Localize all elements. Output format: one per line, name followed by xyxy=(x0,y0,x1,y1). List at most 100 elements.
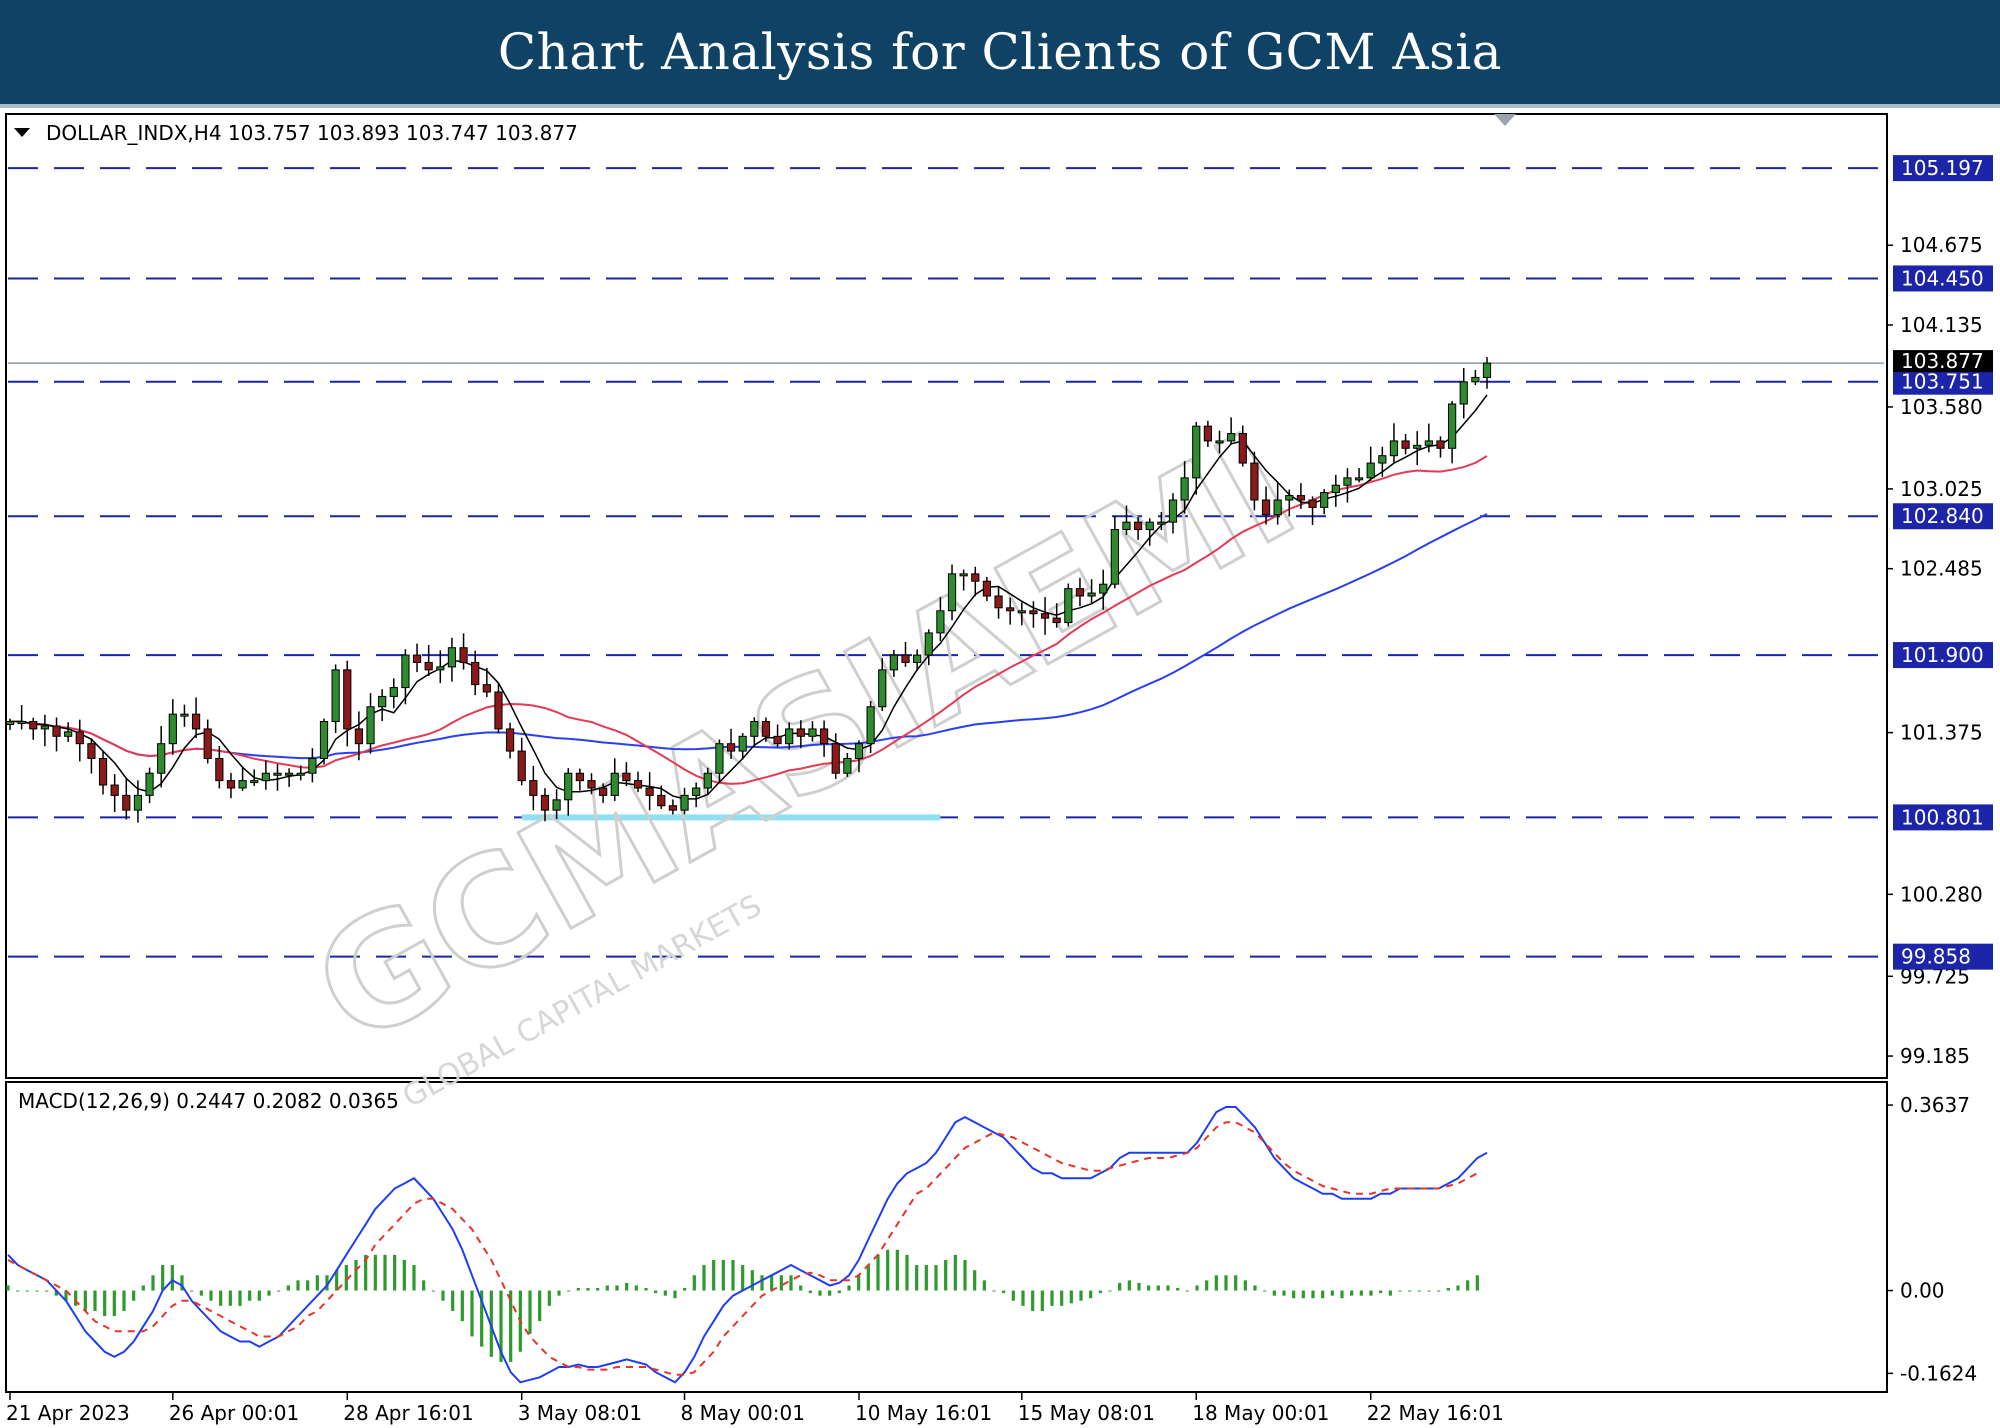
candle-body xyxy=(110,784,119,796)
price-tick-label-5: 101.375 xyxy=(1900,721,1983,745)
candle-43 xyxy=(505,722,515,759)
candle-body xyxy=(261,772,270,782)
candle-body xyxy=(843,757,852,774)
histogram-bar-67 xyxy=(654,1290,658,1294)
histogram-bar-46 xyxy=(451,1290,455,1311)
candle-body xyxy=(1192,425,1201,479)
histogram-bar-23 xyxy=(228,1290,232,1306)
histogram-bar-151 xyxy=(1466,1280,1470,1291)
candle-body xyxy=(494,691,503,730)
candle-body xyxy=(471,661,480,686)
candle-body xyxy=(87,743,96,759)
histogram-bar-83 xyxy=(808,1290,812,1294)
candle-body xyxy=(773,735,782,745)
candle-45 xyxy=(529,765,538,811)
candle-89 xyxy=(1040,597,1050,635)
candle-14 xyxy=(168,699,177,755)
candle-27 xyxy=(319,718,329,765)
shift-marker-icon[interactable] xyxy=(1494,114,1516,126)
candle-17 xyxy=(203,719,212,764)
candle-111 xyxy=(1296,483,1306,509)
candle-body xyxy=(1354,477,1364,481)
candle-body xyxy=(1099,583,1108,594)
candle-82 xyxy=(959,569,968,591)
time-tick-label-5: 10 May 16:01 xyxy=(855,1401,992,1425)
candle-12 xyxy=(145,767,154,804)
candle-body xyxy=(1006,607,1015,612)
candle-113 xyxy=(1320,489,1329,515)
histogram-bar-126 xyxy=(1224,1275,1228,1291)
candle-62 xyxy=(726,728,736,759)
price-tick-label-2: 103.580 xyxy=(1900,395,1983,419)
histogram-bar-26 xyxy=(257,1290,261,1301)
candle-body xyxy=(1413,444,1422,449)
histogram-bar-65 xyxy=(634,1285,638,1291)
histogram-bar-52 xyxy=(509,1290,513,1362)
histogram-bar-5 xyxy=(54,1290,58,1296)
candle-body xyxy=(610,772,619,796)
candle-body xyxy=(1320,492,1329,508)
candle-100 xyxy=(1168,493,1178,534)
histogram-bar-66 xyxy=(644,1288,648,1291)
candle-84 xyxy=(982,576,992,602)
candle-body xyxy=(715,743,724,774)
histogram-bar-119 xyxy=(1156,1285,1160,1291)
candle-37 xyxy=(436,650,445,684)
candle-body xyxy=(1378,455,1387,464)
level-label-box-3 xyxy=(1893,503,1993,530)
histogram-bar-82 xyxy=(799,1285,803,1291)
time-tick-label-3: 3 May 08:01 xyxy=(518,1401,642,1425)
candle-48 xyxy=(564,768,573,816)
macd-tick-label-1: 0.00 xyxy=(1900,1279,1945,1303)
price-tick-label-6: 100.280 xyxy=(1900,882,1983,906)
candle-body xyxy=(1273,499,1282,516)
histogram-bar-113 xyxy=(1098,1290,1102,1294)
histogram-bar-64 xyxy=(625,1282,629,1291)
candle-body xyxy=(1064,588,1073,624)
candle-body xyxy=(1238,433,1247,464)
candle-36 xyxy=(424,645,433,676)
histogram-bar-118 xyxy=(1147,1285,1151,1291)
candle-body xyxy=(819,728,829,745)
histogram-bar-80 xyxy=(779,1275,783,1291)
level-label-5: 100.801 xyxy=(1901,805,1984,829)
histogram-bar-142 xyxy=(1379,1290,1383,1294)
candle-body xyxy=(1087,592,1096,597)
histogram-bar-1 xyxy=(16,1290,20,1292)
candle-69 xyxy=(808,721,817,742)
histogram-bar-70 xyxy=(683,1288,687,1291)
candle-body xyxy=(1261,499,1271,516)
candle-body xyxy=(482,684,491,693)
dropdown-triangle-icon[interactable] xyxy=(14,128,30,137)
histogram-bar-139 xyxy=(1350,1290,1354,1296)
candle-body xyxy=(145,772,154,796)
histogram-bar-55 xyxy=(538,1290,542,1322)
time-tick-label-0: 21 Apr 2023 xyxy=(6,1401,130,1425)
histogram-bar-14 xyxy=(141,1285,145,1291)
histogram-bar-146 xyxy=(1417,1290,1421,1292)
banner-title: Chart Analysis for Clients of GCM Asia xyxy=(497,23,1503,81)
candle-118 xyxy=(1378,446,1387,477)
candle-body xyxy=(331,669,340,723)
candle-body xyxy=(1448,403,1457,449)
candle-79 xyxy=(924,629,933,666)
candle-57 xyxy=(668,799,678,815)
histogram-bar-32 xyxy=(315,1275,319,1291)
histogram-bar-105 xyxy=(1021,1290,1025,1306)
histogram-bar-16 xyxy=(161,1265,165,1291)
candle-99 xyxy=(1157,511,1166,531)
histogram-bar-61 xyxy=(596,1288,600,1291)
candle-body xyxy=(296,772,305,776)
candle-body xyxy=(366,706,375,745)
candle-35 xyxy=(412,643,422,673)
histogram-bar-89 xyxy=(866,1265,870,1291)
macd-pane xyxy=(5,1081,1888,1393)
level-label-box-2 xyxy=(1893,368,1993,395)
candle-104 xyxy=(1215,430,1224,454)
histogram-bar-10 xyxy=(103,1290,107,1317)
candle-body xyxy=(436,666,445,671)
candle-81 xyxy=(947,564,957,621)
candle-body xyxy=(5,721,15,725)
candle-body xyxy=(180,713,189,717)
candle-83 xyxy=(971,566,980,597)
